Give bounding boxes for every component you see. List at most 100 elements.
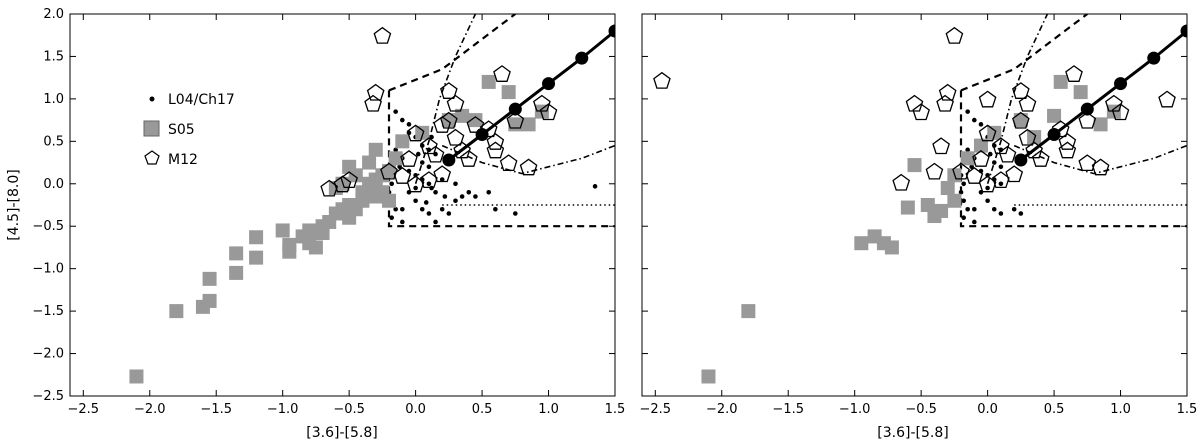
l04-dot-point (415, 151, 421, 157)
l04-dot-point (985, 185, 990, 191)
s05-square-point (382, 193, 397, 208)
l04-dot-point (439, 177, 445, 182)
l04-dot-point (965, 109, 970, 114)
l04-dot-point (389, 181, 394, 187)
model-track-point (1147, 51, 1161, 65)
m12-pentagon-point (486, 132, 505, 150)
m12-pentagon-point (925, 162, 944, 180)
s05-square-point (934, 203, 949, 218)
s05-square-point (169, 304, 184, 319)
model-track-point (1080, 102, 1094, 116)
l04-dot-point (442, 194, 448, 199)
m12-pentagon-point (1105, 94, 1123, 112)
s05-square-point (1013, 113, 1028, 128)
m12-pentagon-point (519, 158, 538, 176)
plot-frame (69, 13, 616, 397)
m12-pentagon-point (1078, 154, 1097, 172)
x-tick-label: 1.0 (1110, 402, 1131, 417)
s05-square-point (368, 142, 383, 157)
m12-pentagon-point (992, 137, 1010, 155)
l04-dot-point (413, 185, 418, 191)
model-track-point (508, 102, 522, 116)
s05-square-point (129, 369, 144, 384)
m12-pentagon-point (978, 124, 997, 142)
s05-square-point (229, 246, 244, 261)
s05-square-point (940, 181, 955, 196)
l04-dot-point (961, 181, 966, 187)
l04-dot-point (972, 206, 977, 212)
model-track-point (442, 153, 456, 167)
l04-dot-point (972, 117, 977, 123)
s05-square-point (987, 125, 1002, 140)
m12-pentagon-point (1091, 158, 1110, 176)
m12-pentagon-point (1065, 65, 1083, 82)
l04-dot-point (406, 122, 412, 127)
m12-pentagon-point (539, 103, 558, 121)
l04-dot-point (473, 194, 478, 199)
x-tick-label: −1.0 (267, 402, 299, 417)
model-track-point (542, 77, 556, 91)
legend-square-marker (143, 120, 160, 137)
l04-dot-point (513, 211, 518, 216)
model-track-point (1014, 153, 1028, 167)
m12-pentagon-point (453, 141, 471, 159)
s05-square-point (415, 125, 430, 140)
s05-square-point (521, 117, 536, 132)
s05-square-point (382, 164, 397, 179)
x-tick-label: −1.5 (772, 402, 804, 417)
s05-square-point (508, 117, 523, 132)
l04-dot-point (985, 198, 990, 204)
m12-pentagon-point (446, 128, 465, 146)
x-tick-label: 0.0 (405, 402, 426, 417)
l04-dot-point (393, 147, 398, 153)
right-panel: −2.5 −2.0 −1.5 −1.0 −0.5 0.0 0.5 1.0 1.5 (640, 13, 1198, 417)
l04-dot-point (453, 181, 458, 187)
model-track-point (608, 24, 615, 38)
model-track-point (475, 128, 489, 142)
s05-square-point (1047, 108, 1062, 123)
m12-pentagon-point (393, 166, 412, 184)
m12-pentagon-point (1025, 141, 1043, 159)
m12-pentagon-point (912, 103, 930, 121)
s05-square-point (900, 200, 915, 215)
m12-pentagon-point (1058, 132, 1077, 150)
legend-pentagon-marker (144, 150, 160, 165)
l04-dot-point (419, 206, 425, 212)
m12-pentagon-point (938, 83, 957, 101)
x-tick-label: −0.5 (905, 402, 937, 417)
s05-square-point (1093, 117, 1108, 132)
l04-dot-point (961, 215, 966, 221)
m12-pentagon-point (653, 71, 671, 89)
m12-pentagon-point (936, 94, 954, 112)
x-tick-label: 1.5 (1177, 402, 1198, 417)
x-axis-label-right: [3.6]-[5.8] (877, 425, 948, 441)
s05-square-point (947, 193, 962, 208)
x-tick-label: 1.0 (538, 402, 559, 417)
m12-pentagon-point (945, 26, 964, 44)
l04-dot-point (998, 211, 1004, 216)
y-tick-label: 1.5 (43, 49, 64, 64)
x-tick-label: −2.0 (706, 402, 738, 417)
s05-square-point (960, 151, 975, 166)
m12-pentagon-point (1111, 103, 1130, 121)
m12-pentagon-point (320, 179, 339, 197)
m12-pentagon-point (978, 90, 997, 108)
l04-dot-point (486, 189, 492, 195)
s05-square-point (388, 151, 403, 166)
m12-pentagon-point (905, 94, 924, 112)
l04-dot-point (965, 206, 970, 212)
m12-pentagon-point (972, 149, 990, 167)
l04-dot-point (400, 206, 405, 212)
s05-square-point (1073, 85, 1088, 100)
m12-pentagon-point (1018, 128, 1037, 146)
m12-pentagon-point (406, 124, 425, 142)
y-tick-label: 2.0 (43, 7, 64, 22)
legend-label-s05: S05 (168, 122, 195, 138)
x-tick-label: −0.5 (333, 402, 365, 417)
m12-pentagon-point (486, 141, 505, 159)
y-tick-label: −2.5 (32, 389, 64, 404)
m12-pentagon-point (433, 165, 452, 183)
l04-dot-point (397, 164, 402, 170)
m12-pentagon-point (400, 149, 418, 167)
agn-wedge-dashed-line (959, 90, 1187, 228)
